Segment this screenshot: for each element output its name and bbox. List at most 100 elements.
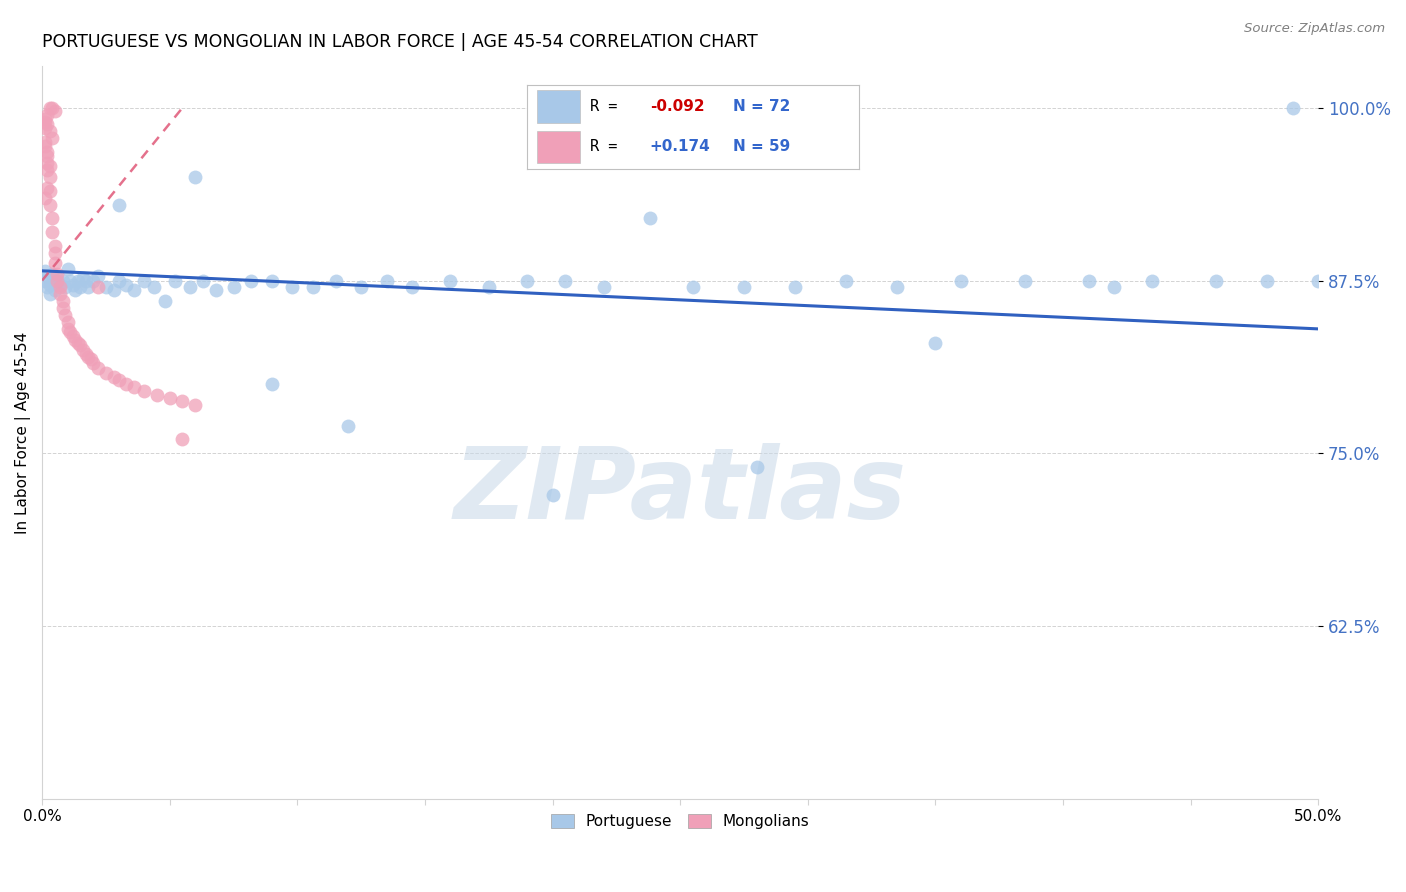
Point: [159, 391, 181, 405]
Point: [37, 108, 59, 122]
Point: [134, 273, 156, 287]
Point: [38, 287, 60, 301]
Point: [72, 343, 94, 357]
Point: [153, 294, 176, 309]
Point: [37, 149, 59, 163]
Point: [53, 308, 76, 322]
Point: [51, 294, 73, 309]
Point: [115, 277, 138, 292]
Point: [46, 273, 69, 287]
Point: [38, 124, 60, 138]
Point: [541, 488, 564, 502]
Point: [46, 270, 69, 285]
Point: [56, 315, 79, 329]
Point: [77, 280, 100, 294]
Point: [44, 273, 66, 287]
Point: [1308, 273, 1330, 287]
Point: [34, 191, 56, 205]
Point: [301, 280, 323, 294]
Point: [783, 280, 806, 294]
Point: [51, 301, 73, 315]
Point: [75, 347, 97, 361]
Text: PORTUGUESE VS MONGOLIAN IN LABOR FORCE | AGE 45-54 CORRELATION CHART: PORTUGUESE VS MONGOLIAN IN LABOR FORCE |…: [42, 33, 758, 51]
Point: [107, 273, 129, 287]
Point: [146, 388, 169, 402]
Point: [51, 273, 73, 287]
Point: [34, 139, 56, 153]
Point: [37, 163, 59, 178]
Point: [1077, 273, 1099, 287]
Point: [375, 273, 398, 287]
Point: [34, 121, 56, 136]
Point: [122, 283, 145, 297]
Point: [41, 101, 63, 115]
Text: ZIPatlas: ZIPatlas: [454, 442, 907, 540]
Point: [44, 239, 66, 253]
Point: [222, 280, 245, 294]
Point: [516, 273, 538, 287]
Point: [49, 280, 72, 294]
Point: [38, 159, 60, 173]
Point: [34, 273, 56, 287]
Point: [56, 322, 79, 336]
Y-axis label: In Labor Force | Age 45-54: In Labor Force | Age 45-54: [15, 332, 31, 533]
Point: [37, 269, 59, 284]
Point: [41, 225, 63, 239]
Point: [745, 460, 768, 475]
Point: [34, 112, 56, 126]
Point: [240, 273, 263, 287]
Point: [191, 273, 214, 287]
Point: [38, 101, 60, 115]
Point: [143, 280, 166, 294]
Point: [184, 169, 207, 184]
Point: [733, 280, 755, 294]
Point: [69, 280, 91, 294]
Point: [325, 273, 347, 287]
Point: [122, 380, 145, 394]
Point: [44, 255, 66, 269]
Point: [49, 277, 72, 292]
Point: [37, 145, 59, 159]
Point: [66, 273, 89, 287]
Point: [66, 335, 89, 350]
Point: [34, 136, 56, 150]
Point: [204, 283, 226, 297]
Point: [34, 264, 56, 278]
Point: [163, 273, 186, 287]
Point: [1142, 273, 1164, 287]
Point: [134, 384, 156, 398]
Point: [87, 269, 110, 284]
Point: [56, 262, 79, 277]
Point: [1014, 273, 1036, 287]
Point: [49, 287, 72, 301]
Point: [924, 335, 946, 350]
Point: [281, 280, 304, 294]
Point: [44, 283, 66, 297]
Point: [260, 273, 283, 287]
Point: [350, 280, 373, 294]
Point: [37, 181, 59, 195]
Point: [179, 280, 201, 294]
Point: [59, 325, 82, 339]
Point: [38, 197, 60, 211]
Point: [62, 328, 84, 343]
Point: [260, 377, 283, 392]
Point: [87, 360, 110, 375]
Point: [38, 184, 60, 198]
Point: [62, 277, 84, 292]
Point: [835, 273, 858, 287]
Point: [439, 273, 461, 287]
Point: [103, 283, 125, 297]
Point: [592, 280, 614, 294]
Point: [949, 273, 972, 287]
Point: [38, 277, 60, 292]
Point: [337, 418, 360, 433]
Point: [886, 280, 908, 294]
Point: [115, 377, 138, 392]
Point: [46, 267, 69, 281]
Point: [37, 280, 59, 294]
Point: [59, 273, 82, 287]
Point: [69, 338, 91, 352]
Point: [37, 156, 59, 170]
Point: [82, 273, 104, 287]
